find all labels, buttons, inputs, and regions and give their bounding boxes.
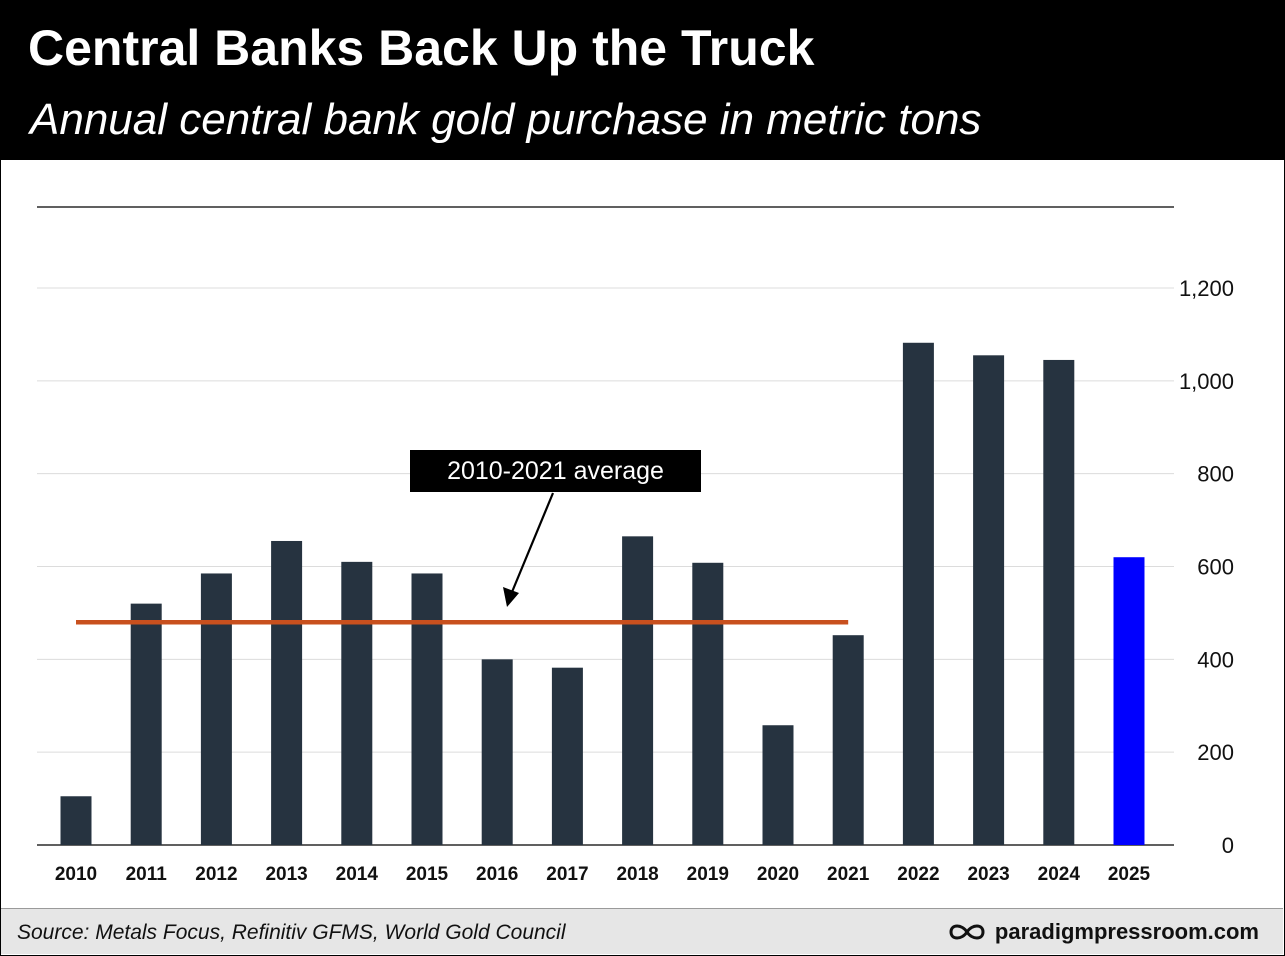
x-tick-label: 2018: [616, 864, 658, 885]
page-title: Central Banks Back Up the Truck: [28, 20, 815, 76]
bar-2013: [271, 540, 303, 845]
x-tick-label: 2019: [687, 864, 729, 885]
x-tick-label: 2015: [406, 864, 449, 885]
x-tick-label: 2014: [336, 864, 379, 885]
y-tick-label: 1,200: [1179, 276, 1234, 301]
bar-2025: [1113, 557, 1145, 845]
y-tick-label: 400: [1197, 647, 1234, 672]
x-tick-label: 2011: [126, 864, 168, 885]
x-tick-label: 2023: [967, 864, 1009, 885]
annotation-label: 2010-2021 average: [447, 457, 664, 485]
brand-label: paradigmpressroom.com: [994, 919, 1259, 944]
bar-2011: [130, 603, 162, 845]
bar-chart: 0 200 400 600 800 1,000 1,200 2010 2011 2012 2013…: [37, 206, 1234, 885]
annotation-arrowhead: [503, 587, 519, 607]
bars: [60, 342, 1145, 845]
bar-2023: [973, 355, 1005, 845]
footer: Source: Metals Focus, Refinitiv GFMS, Wo…: [1, 908, 1283, 954]
x-tick-label: 2010: [55, 864, 97, 885]
x-tick-label: 2024: [1038, 864, 1081, 885]
header: Central Banks Back Up the Truck Annual c…: [0, 0, 1285, 160]
bar-2015: [411, 573, 443, 845]
brand: paradigmpressroom.com: [947, 919, 1259, 945]
bar-2012: [200, 573, 232, 845]
infinity-icon: [949, 924, 985, 940]
bar-2016: [481, 659, 513, 845]
x-tick-label: 2022: [897, 864, 939, 885]
x-tick-label: 2020: [757, 864, 799, 885]
x-tick-label: 2021: [827, 864, 870, 885]
x-tick-label: 2017: [546, 864, 588, 885]
bar-2014: [341, 561, 373, 845]
bar-2022: [902, 342, 934, 845]
x-axis-tick-labels: 2010 2011 2012 2013 2014 2015 2016 2017 2018 2019…: [55, 864, 1151, 885]
x-tick-label: 2012: [195, 864, 237, 885]
bar-2024: [1043, 359, 1075, 845]
page-subtitle: Annual central bank gold purchase in met…: [30, 95, 982, 144]
x-tick-label: 2025: [1108, 864, 1151, 885]
annotation-group: 2010-2021 average: [410, 450, 701, 607]
x-tick-label: 2013: [265, 864, 307, 885]
source-note: Source: Metals Focus, Refinitiv GFMS, Wo…: [17, 921, 566, 944]
bar-2021: [832, 635, 864, 845]
y-tick-label: 1,000: [1179, 369, 1234, 394]
y-tick-label: 600: [1197, 555, 1234, 580]
annotation-arrow-line: [510, 492, 555, 593]
bar-2020: [762, 725, 794, 845]
bar-2017: [551, 667, 583, 845]
bar-2019: [692, 562, 724, 845]
y-tick-label: 800: [1197, 462, 1234, 487]
y-tick-label: 200: [1197, 740, 1234, 765]
y-tick-label: 0: [1222, 833, 1234, 858]
x-tick-label: 2016: [476, 864, 518, 885]
bar-2018: [622, 536, 654, 845]
annotation-box: [410, 450, 701, 492]
y-axis-tick-labels: 0 200 400 600 800 1,000 1,200: [1179, 276, 1234, 858]
bar-2010: [60, 796, 92, 845]
